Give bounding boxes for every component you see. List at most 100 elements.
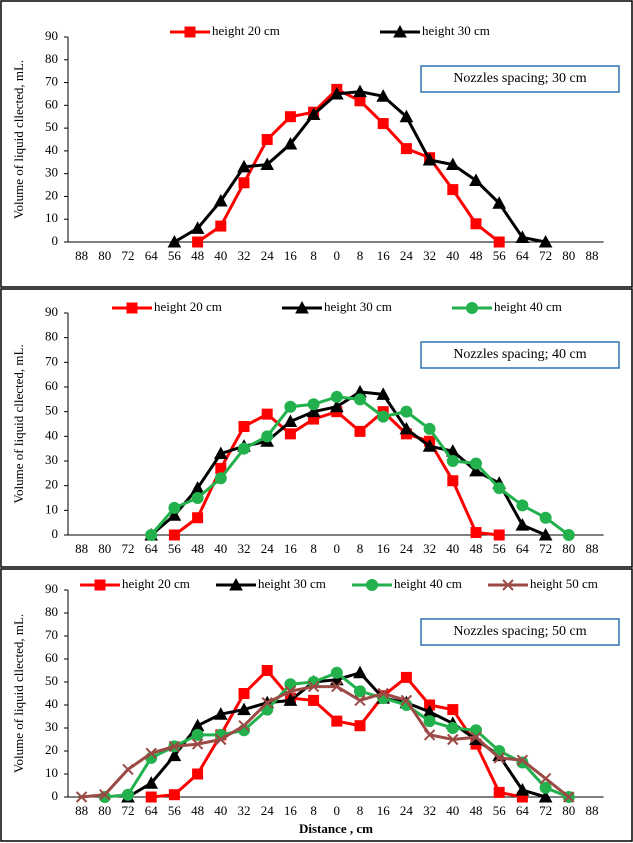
marker: [354, 425, 366, 437]
marker: [284, 111, 296, 123]
marker: [229, 577, 243, 591]
marker: [306, 107, 321, 120]
y-tick-label: 70: [45, 353, 58, 368]
x-tick-label: 16: [377, 803, 391, 818]
marker: [122, 788, 134, 801]
x-tick-label: 80: [562, 248, 575, 263]
x-tick-label: 72: [539, 803, 552, 818]
x-tick-label: 16: [284, 541, 298, 556]
x-tick-label: 8: [357, 248, 364, 263]
legend-marker: [393, 24, 407, 38]
y-tick-label: 30: [45, 719, 58, 734]
y-tick-label: 90: [45, 581, 58, 596]
marker: [213, 446, 228, 460]
marker: [539, 511, 552, 524]
legend-label: height 40 cm: [394, 576, 462, 591]
marker: [261, 665, 273, 676]
y-tick-label: 90: [45, 28, 58, 43]
marker: [515, 230, 530, 243]
marker: [238, 177, 250, 189]
marker: [306, 404, 321, 418]
marker: [237, 159, 251, 173]
marker: [400, 405, 413, 418]
marker: [376, 387, 391, 400]
x-tick-label: 0: [334, 248, 341, 263]
x-tick-label: 16: [284, 803, 298, 818]
x-tick-label: 56: [493, 541, 507, 556]
marker: [354, 720, 366, 732]
x-tick-label: 88: [586, 248, 599, 263]
x-tick-label: 48: [191, 248, 204, 263]
y-tick-label: 10: [45, 501, 58, 516]
marker: [376, 89, 391, 102]
x-tick-label: 0: [334, 803, 341, 818]
legend-marker: [126, 302, 138, 314]
x-tick-label: 72: [539, 541, 552, 556]
marker: [261, 696, 273, 709]
marker: [184, 26, 196, 38]
x-tick-label: 64: [145, 248, 159, 263]
x-tick-label: 8: [357, 541, 364, 556]
marker: [354, 685, 366, 698]
y-tick-label: 40: [45, 142, 58, 157]
y-tick-label: 0: [52, 788, 59, 803]
x-tick-label: 48: [470, 248, 483, 263]
series-markers: [75, 680, 575, 803]
marker: [238, 420, 250, 432]
series-line: [150, 390, 547, 537]
marker: [192, 512, 204, 524]
x-tick-label: 24: [400, 803, 414, 818]
series-markers: [145, 390, 575, 541]
series-line: [104, 671, 570, 799]
marker: [423, 715, 436, 728]
x-tick-label: 32: [238, 248, 251, 263]
legend-label: height 30 cm: [422, 23, 490, 38]
marker: [145, 747, 157, 760]
x-tick-label: 24: [400, 248, 414, 263]
marker: [562, 529, 575, 541]
y-tick-label: 50: [45, 119, 58, 134]
legend-marker: [502, 579, 514, 591]
x-tick-label: 24: [261, 248, 275, 263]
marker: [447, 704, 459, 716]
annotation: Nozzles spacing; 40 cm: [453, 347, 586, 362]
marker: [493, 529, 505, 541]
y-tick-label: 60: [45, 96, 58, 111]
legend-marker: [184, 26, 196, 38]
marker: [99, 788, 111, 801]
marker: [539, 781, 552, 794]
x-tick-label: 88: [75, 248, 88, 263]
marker: [354, 95, 366, 107]
x-tick-label: 72: [122, 803, 135, 818]
x-tick-label: 40: [214, 248, 227, 263]
marker: [353, 84, 367, 98]
marker: [516, 754, 529, 766]
y-tick-label: 30: [45, 165, 58, 180]
x-tick-label: 80: [98, 803, 111, 818]
marker: [238, 442, 250, 455]
marker: [422, 439, 437, 452]
marker: [447, 475, 459, 487]
x-tick-label: 8: [310, 541, 317, 556]
x-tick-label: 32: [238, 541, 251, 556]
marker: [126, 302, 138, 314]
marker: [145, 791, 157, 803]
marker: [399, 109, 414, 123]
marker: [284, 400, 297, 413]
y-tick-label: 50: [45, 403, 58, 418]
x-tick-label: 0: [334, 541, 341, 556]
marker: [144, 776, 159, 789]
marker: [470, 527, 482, 539]
annotation-box: [420, 65, 620, 93]
marker: [238, 719, 250, 732]
x-tick-label: 32: [423, 803, 436, 818]
y-tick-label: 60: [45, 650, 58, 665]
marker: [377, 687, 389, 700]
x-tick-label: 40: [214, 803, 227, 818]
legend-label: height 50 cm: [530, 576, 598, 591]
marker: [366, 579, 378, 591]
x-tick-label: 56: [168, 803, 182, 818]
marker: [538, 527, 553, 541]
x-tick-label: 88: [586, 803, 599, 818]
x-tick-label: 88: [75, 541, 88, 556]
